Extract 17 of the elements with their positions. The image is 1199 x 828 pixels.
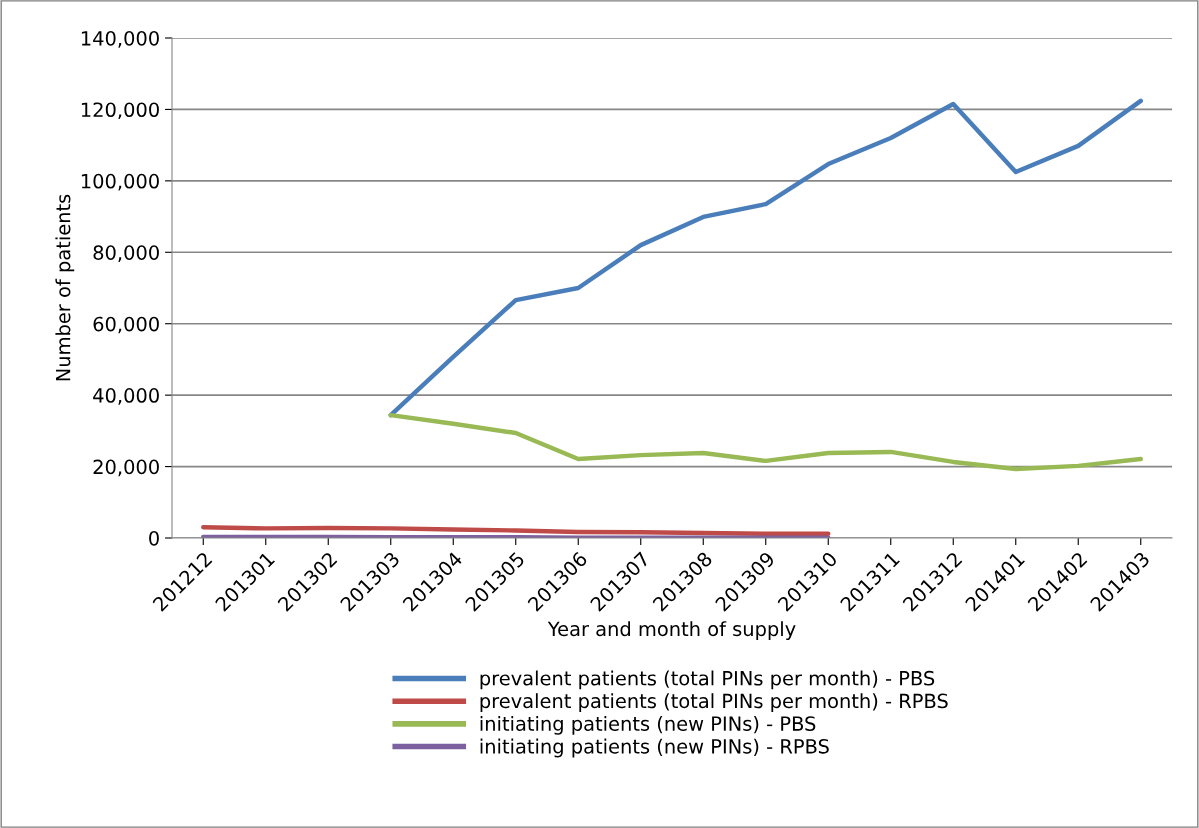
y-tick-label: 60,000 <box>93 316 159 334</box>
line-series <box>388 412 1143 472</box>
legend-label: initiating patients (new PINs) - PBS <box>480 715 816 735</box>
y-tick-label: 140,000 <box>81 30 159 48</box>
y-axis-title: Number of patients <box>55 194 75 381</box>
y-tick-label: 120,000 <box>81 102 159 120</box>
y-tick-label: 40,000 <box>93 388 159 405</box>
y-tick-label: 20,000 <box>93 459 159 477</box>
legend-label: prevalent patients (total PINs per month) - RPBS <box>480 693 948 713</box>
x-axis-title: Year and month of supply <box>547 621 796 640</box>
legend-label: initiating patients (new PINs) - RPBS <box>480 738 829 758</box>
y-tick-label: 80,000 <box>93 245 159 262</box>
line-series <box>388 98 1143 418</box>
line-series <box>201 525 831 536</box>
y-tick-label: 100,000 <box>81 173 159 191</box>
y-tick-label: 0 <box>149 530 159 546</box>
legend-label: prevalent patients (total PINs per month) - PBS <box>480 670 935 690</box>
